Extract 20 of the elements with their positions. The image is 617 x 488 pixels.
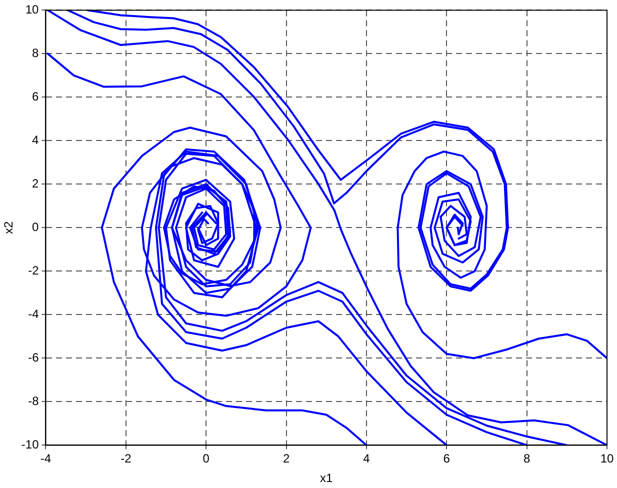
y-tick-label: -4 [28,307,40,322]
x-tick-label: 0 [202,452,210,466]
x-tick-label: 8 [523,452,530,466]
x-tick-label: 10 [600,452,614,466]
y-tick-label: -2 [28,264,40,278]
x-axis-title: x1 [320,471,334,486]
y-tick-label: 10 [25,2,40,17]
y-tick-label: 8 [32,46,40,60]
y-tick-label: 6 [32,90,40,104]
y-tick-label: -10 [21,438,40,452]
y-tick-label: 0 [32,220,40,234]
x-tick-label: 2 [282,452,290,466]
x-tick-label: -2 [120,452,132,466]
x-tick-label: 6 [443,452,450,466]
y-tick-label: 4 [32,133,40,148]
x-tick-label: 4 [363,452,370,466]
y-tick-label: -6 [28,350,40,365]
y-tick-label: 2 [32,176,40,191]
y-axis-title: x2 [2,221,16,234]
y-tick-label: -8 [28,394,40,408]
